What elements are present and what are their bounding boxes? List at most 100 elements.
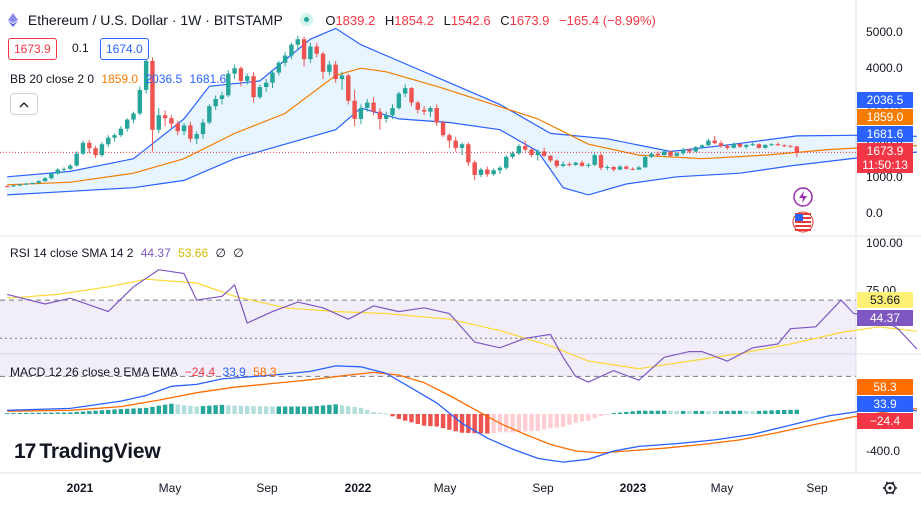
rsi-legend[interactable]: RSI 14 close SMA 14 2 44.37 53.66 ∅ ∅ [10,246,244,260]
macd-histogram-bar [358,407,364,414]
macd-histogram-bar [131,408,136,414]
candle-body [472,162,477,175]
bb-label: BB 20 close 2 0 [10,72,95,86]
candle-body [643,156,648,168]
macd-histogram-bar [23,412,29,414]
macd-histogram-bar [207,405,212,414]
ohlc-open-key: O [325,13,336,28]
collapse-legend-button[interactable] [10,93,38,115]
last-price-badge-bg [857,143,913,159]
macd-histogram-bar [371,411,376,414]
candle-body [68,165,73,169]
macd-histogram-bar [263,406,269,414]
candle-body [106,137,111,145]
macd-line-badge: 33.9 [873,397,897,411]
candle-body [402,88,408,94]
symbol-title[interactable]: Ethereum / U.S. Dollar · 1W · BITSTAMP [27,12,283,28]
bb-lower-value: 1681.6 [189,72,227,86]
candle-body [592,155,597,165]
macd-histogram-bar [794,409,800,414]
time-axis-label: 2023 [620,481,647,495]
candle-body [390,108,395,116]
candle-body [680,149,686,154]
macd-histogram-bar [466,414,471,433]
macd-histogram-bar [687,410,692,414]
macd-histogram-bar [649,410,654,414]
candle-body [750,144,755,146]
candle-body [276,62,282,73]
candle-body [175,123,180,132]
candle-body [781,145,787,147]
macd-legend[interactable]: MACD 12 26 close 9 EMA EMA −24.4 33.9 58… [10,365,277,379]
candle-body [560,164,566,166]
macd-histogram-bar [99,410,105,414]
macd-signal-badge: 58.3 [873,380,897,394]
gear-tooth [891,481,895,485]
macd-histogram-bar [282,406,288,414]
macd-histogram-bar [346,406,351,414]
macd-histogram-bar [270,406,275,414]
candle-body [23,183,29,185]
macd-histogram-bar [308,406,313,414]
candle-body [383,115,389,119]
candle-body [541,151,547,156]
macd-histogram-bar [106,409,111,414]
candle-body [314,46,319,54]
bb-legend[interactable]: BB 20 close 2 0 1859.0 2036.5 1681.6 [10,72,226,86]
macd-histogram-bar [301,406,307,414]
macd-histogram-bar [150,406,155,414]
candle-body [118,128,124,136]
candle-body [282,55,288,63]
rsi-value: 44.37 [140,246,171,260]
bb-upper-badge: 2036.5 [867,93,904,107]
spread-value: 0.1 [72,41,89,55]
macd-hist-badge: −24.4 [870,414,901,428]
candle-body [510,153,515,157]
candle-body [42,178,48,182]
buy-price-box[interactable]: 1674.0 [100,38,149,60]
macd-histogram-bar [548,414,553,429]
ohlc-high-key: H [384,13,395,28]
candle-body [17,184,23,186]
macd-histogram-bar [162,404,168,414]
rsi-band-fill [0,300,856,377]
market-open-icon [300,13,314,26]
candle-body [270,72,275,83]
macd-histogram-bar [289,406,294,414]
candle-body [156,115,161,130]
rsi-line [7,269,918,383]
tradingview-logo[interactable]: 17 TradingView [14,440,161,464]
gear-icon[interactable] [883,481,897,495]
candle-body [548,155,553,161]
macd-signal-line [7,371,917,454]
candle-body [693,147,698,152]
macd-histogram-bar [535,414,541,432]
rsi-tick-label: 100.00 [866,236,903,250]
rsi-extra-1: ∅ [215,246,226,260]
candle-body [143,60,149,90]
candle-body [687,149,692,152]
flag-stripe [795,229,811,231]
candle-body [598,155,604,168]
bb-upper-badge-bg [857,92,913,108]
flash-icon-bolt [799,191,807,203]
candle-body [718,143,724,147]
macd-histogram-bar [655,410,661,414]
macd-histogram-bar [333,404,338,414]
countdown-badge: 11:50:13 [862,158,908,172]
candle-body [377,111,383,119]
countdown-badge-bg [857,157,913,173]
rsi-ma-value: 53.66 [178,246,209,260]
macd-hist-badge-bg [857,413,913,429]
macd-line [7,365,917,463]
candle-body [74,153,79,166]
sell-price-box[interactable]: 1673.9 [8,38,57,60]
candle-body [624,166,629,169]
macd-histogram-bar [238,405,244,414]
candle-body [731,143,736,148]
ohlc-values: O1839.2 H1854.2 L1542.6 C1673.9 −165.4 (… [325,13,662,28]
rsi-badge: 44.37 [870,311,900,325]
macd-histogram-bar [409,414,414,423]
